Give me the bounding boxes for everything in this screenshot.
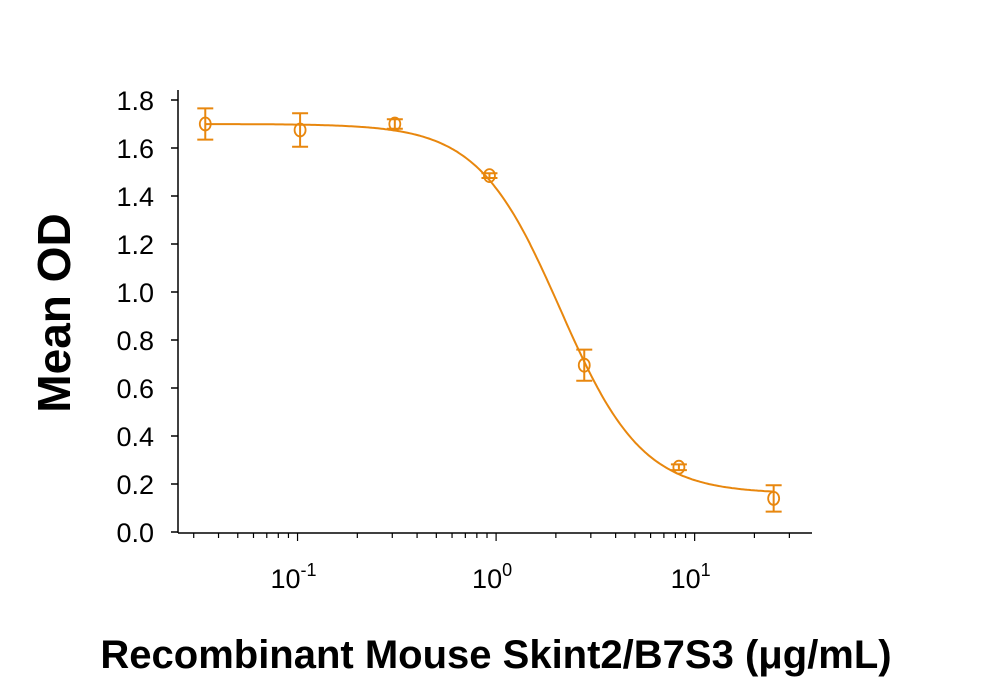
x-tick-label: 100 — [472, 560, 512, 594]
y-axis-title: Mean OD — [28, 213, 80, 412]
y-tick-label: 1.8 — [116, 86, 154, 116]
point-marker — [483, 168, 496, 184]
point-marker — [198, 116, 212, 132]
y-tick-label: 0.8 — [116, 326, 154, 356]
axes: 0.0 0.2 0.4 0.6 0.8 1.0 1.2 1.4 1.6 1.8 10-1 100 101 — [116, 86, 812, 594]
point-marker — [767, 490, 781, 506]
data-point — [386, 116, 403, 132]
y-tick-label: 1.4 — [116, 182, 154, 212]
y-tick-label: 0.6 — [116, 374, 154, 404]
fit-curve-layer — [205, 123, 774, 493]
data-point — [292, 112, 309, 148]
y-tick-label: 0.4 — [116, 422, 154, 452]
point-marker — [577, 357, 591, 373]
y-tick-label: 0.2 — [116, 470, 154, 500]
data-point — [670, 459, 687, 475]
x-tick-label: 101 — [671, 560, 711, 594]
data-point — [576, 348, 593, 382]
y-tick-label: 1.2 — [116, 230, 154, 260]
data-point — [481, 168, 498, 184]
x-tick-label: 10-1 — [271, 560, 317, 594]
y-tick-label: 0.0 — [116, 518, 154, 548]
point-marker — [388, 116, 402, 132]
x-axis-title: Recombinant Mouse Skint2/B7S3 (μg/mL) — [100, 633, 891, 677]
point-marker — [293, 122, 307, 138]
data-point — [197, 107, 214, 141]
y-tick-label: 1.0 — [116, 278, 154, 308]
point-marker — [672, 459, 686, 475]
data-point — [765, 484, 782, 513]
y-tick-label: 1.6 — [116, 134, 154, 164]
data-points-layer — [197, 107, 782, 513]
fit-curve — [205, 123, 774, 493]
